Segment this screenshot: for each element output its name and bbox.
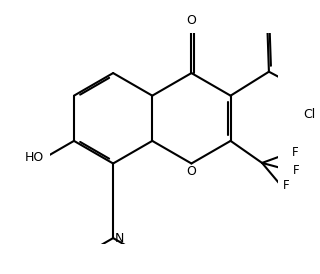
Text: F: F xyxy=(292,146,299,159)
Text: N: N xyxy=(115,232,124,245)
Text: O: O xyxy=(187,165,196,178)
Text: Cl: Cl xyxy=(304,108,316,121)
Text: F: F xyxy=(283,179,290,192)
Text: F: F xyxy=(293,164,300,177)
Text: HO: HO xyxy=(25,151,44,164)
Text: O: O xyxy=(187,13,196,27)
